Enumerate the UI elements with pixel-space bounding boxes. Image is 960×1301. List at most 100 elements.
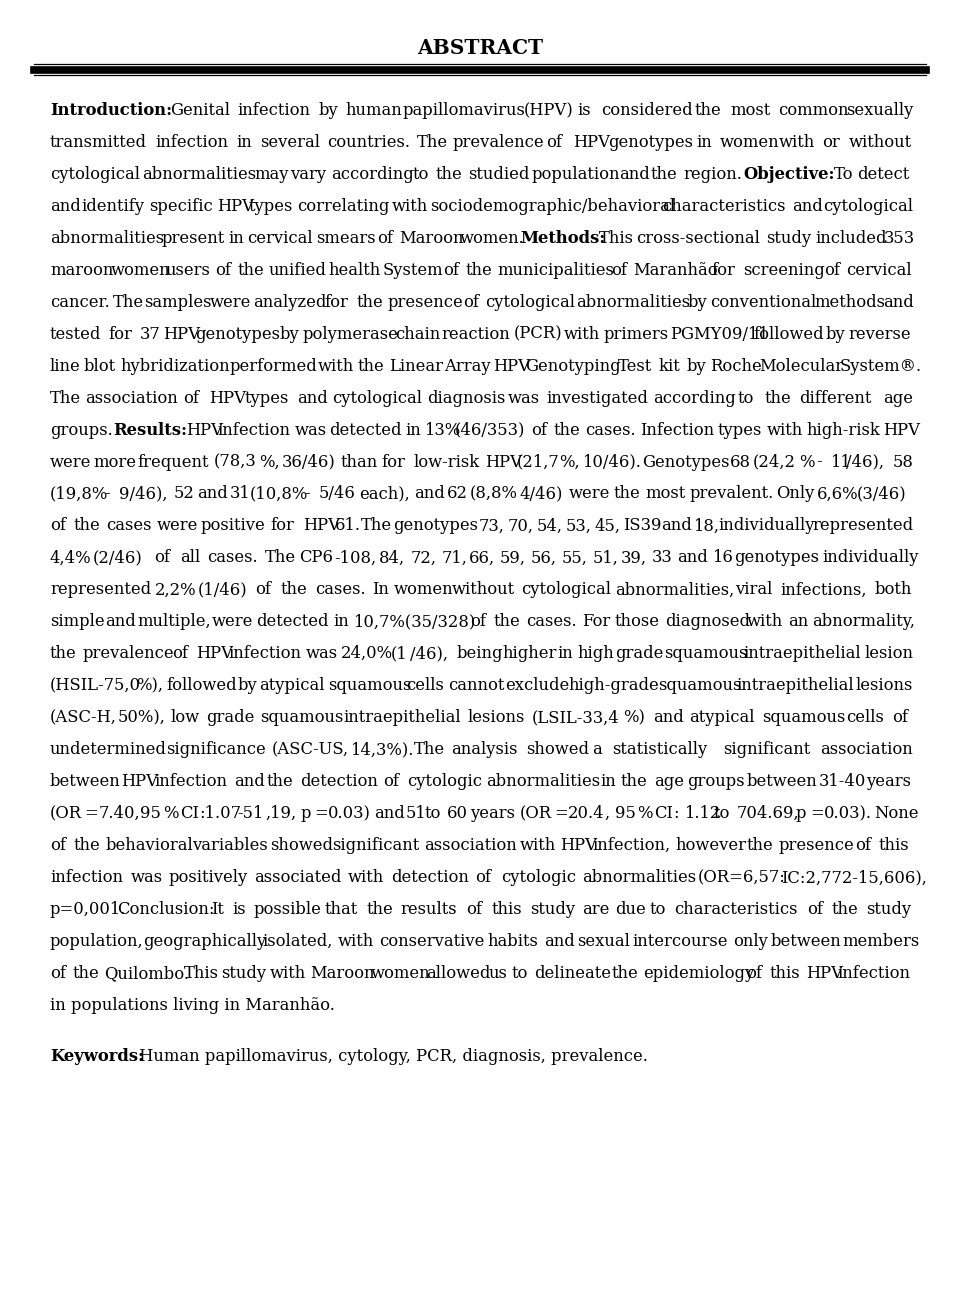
Text: was: was	[508, 389, 540, 407]
Text: study: study	[866, 902, 911, 919]
Text: ABSTRACT: ABSTRACT	[417, 38, 543, 57]
Text: municipalities: municipalities	[497, 262, 614, 278]
Text: of: of	[383, 773, 398, 790]
Text: that: that	[324, 902, 358, 919]
Text: higher: higher	[502, 645, 557, 662]
Text: atypical: atypical	[259, 678, 325, 695]
Text: (HSIL-75,0: (HSIL-75,0	[50, 678, 141, 695]
Text: and: and	[50, 198, 81, 215]
Text: included: included	[815, 230, 887, 247]
Text: performed: performed	[229, 358, 318, 375]
Text: high: high	[577, 645, 614, 662]
Text: with: with	[747, 613, 783, 630]
Text: 54,: 54,	[537, 518, 563, 535]
Text: Linear: Linear	[389, 358, 444, 375]
Text: IC:2,772-15,606),: IC:2,772-15,606),	[781, 869, 927, 886]
Text: being: being	[456, 645, 503, 662]
Text: 0.03): 0.03)	[328, 805, 371, 822]
Text: study: study	[530, 902, 575, 919]
Text: individually: individually	[719, 518, 815, 535]
Text: groups: groups	[687, 773, 745, 790]
Text: with: with	[520, 837, 556, 853]
Text: 1.12: 1.12	[684, 805, 720, 822]
Text: -: -	[303, 485, 309, 502]
Text: (19,8%: (19,8%	[50, 485, 108, 502]
Text: studied: studied	[468, 167, 529, 183]
Text: Keywords:: Keywords:	[50, 1047, 144, 1066]
Text: HPV: HPV	[485, 454, 522, 471]
Text: 72,: 72,	[410, 549, 436, 566]
Text: by: by	[237, 678, 257, 695]
Text: infection: infection	[237, 101, 310, 118]
Text: p: p	[796, 805, 806, 822]
Text: and: and	[678, 549, 708, 566]
Text: women.: women.	[460, 230, 525, 247]
Text: infection: infection	[217, 422, 290, 438]
Text: between: between	[50, 773, 121, 790]
Text: p=0,001.: p=0,001.	[50, 902, 127, 919]
Text: detected: detected	[329, 422, 402, 438]
Text: vary: vary	[290, 167, 326, 183]
Text: cancer.: cancer.	[50, 294, 109, 311]
Text: abnormalities: abnormalities	[576, 294, 690, 311]
Text: 50%),: 50%),	[118, 709, 166, 726]
Text: according: according	[331, 167, 414, 183]
Text: was: was	[306, 645, 338, 662]
Text: types: types	[717, 422, 761, 438]
Text: high-risk: high-risk	[806, 422, 880, 438]
Text: for: for	[108, 325, 132, 342]
Text: the: the	[613, 485, 640, 502]
Text: between: between	[747, 773, 818, 790]
Text: sexual: sexual	[577, 933, 630, 950]
Text: of: of	[376, 230, 393, 247]
Text: however: however	[676, 837, 747, 853]
Text: correlating: correlating	[297, 198, 389, 215]
Text: Molecular: Molecular	[759, 358, 844, 375]
Text: infections,: infections,	[780, 582, 867, 598]
Text: in populations living in Maranhão.: in populations living in Maranhão.	[50, 997, 335, 1013]
Text: (OR=6,57:: (OR=6,57:	[698, 869, 785, 886]
Text: more: more	[94, 454, 136, 471]
Text: and: and	[198, 485, 228, 502]
Text: of: of	[531, 422, 547, 438]
Text: and: and	[660, 518, 691, 535]
Text: 68: 68	[730, 454, 751, 471]
Text: lesions: lesions	[468, 709, 525, 726]
Text: followed: followed	[166, 678, 237, 695]
Text: of: of	[173, 645, 188, 662]
Text: 14,3%).: 14,3%).	[349, 742, 413, 758]
Text: without: without	[452, 582, 515, 598]
Text: with: with	[392, 198, 427, 215]
Text: CP6: CP6	[300, 549, 333, 566]
Text: presence: presence	[779, 837, 854, 853]
Text: without: without	[849, 134, 912, 151]
Text: were: were	[156, 518, 198, 535]
Text: 51,: 51,	[593, 549, 619, 566]
Text: and: and	[883, 294, 914, 311]
Text: 62: 62	[446, 485, 468, 502]
Text: with: with	[338, 933, 373, 950]
Text: smears: smears	[316, 230, 375, 247]
Text: possible: possible	[253, 902, 322, 919]
Text: squamous: squamous	[664, 645, 748, 662]
Text: 56,: 56,	[531, 549, 557, 566]
Text: 59,: 59,	[500, 549, 526, 566]
Text: %,: %,	[560, 454, 580, 471]
Text: cannot: cannot	[447, 678, 504, 695]
Text: this: this	[769, 965, 800, 982]
Text: behavioral: behavioral	[106, 837, 193, 853]
Text: %: %	[799, 454, 815, 471]
Text: showed: showed	[271, 837, 333, 853]
Text: individually: individually	[822, 549, 919, 566]
Text: in: in	[237, 134, 252, 151]
Text: 704.69,: 704.69,	[736, 805, 799, 822]
Text: None: None	[875, 805, 919, 822]
Text: to: to	[413, 167, 429, 183]
Text: of: of	[255, 582, 271, 598]
Text: is: is	[577, 101, 591, 118]
Text: cytologic: cytologic	[407, 773, 482, 790]
Text: infection: infection	[50, 869, 123, 886]
Text: intraepithelial: intraepithelial	[744, 645, 861, 662]
Text: different: different	[799, 389, 872, 407]
Text: IS39: IS39	[623, 518, 661, 535]
